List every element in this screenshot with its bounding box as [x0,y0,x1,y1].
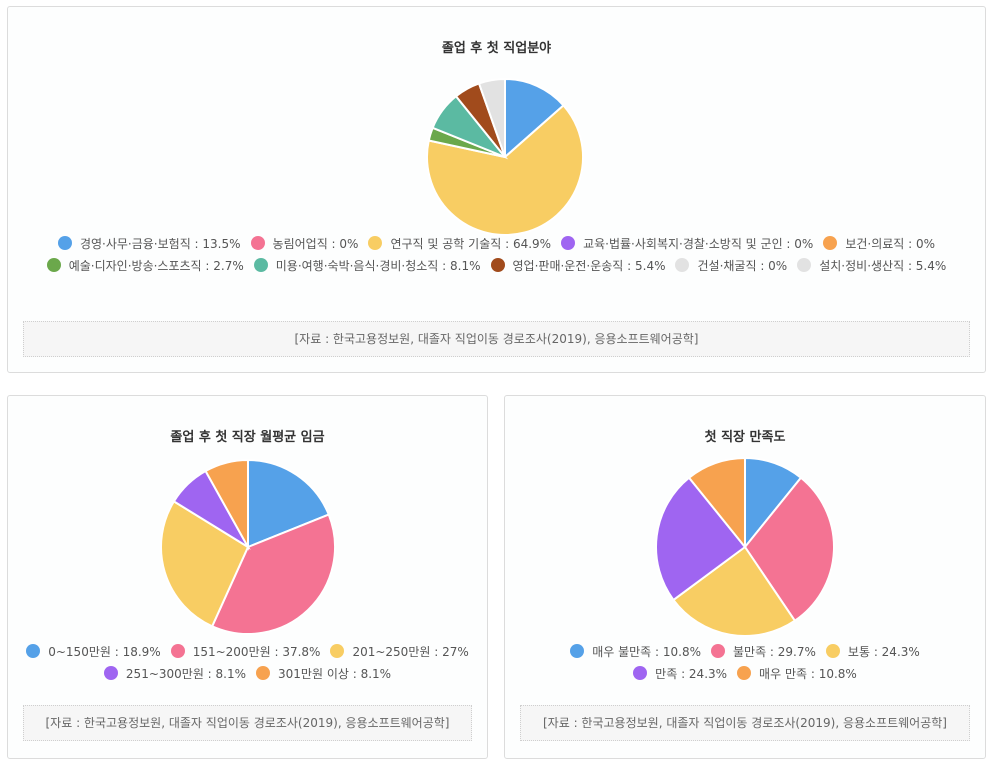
source-note: [자료 : 한국고용정보원, 대졸자 직업이동 경로조사(2019), 응용소프… [23,321,970,357]
pie-slice-0[interactable] [504,77,565,160]
legend-swatch [737,666,752,680]
legend-item-2[interactable]: 보통 : 24.3% [825,641,920,663]
pie-chart-job-field [426,77,584,236]
legend-item-5[interactable]: 예술·디자인·방송·스포츠직 : 2.7% [46,255,244,277]
legend-label: 영업·판매·운전·운송직 : 5.4% [512,259,666,273]
legend-label: 연구직 및 공학 기술직 : 64.9% [390,237,552,251]
legend-label: 예술·디자인·방송·스포츠직 : 2.7% [68,259,244,273]
pie-slice-2[interactable] [426,104,584,236]
legend-label: 교육·법률·사회복지·경찰·소방직 및 군인 : 0% [583,237,814,251]
legend-label: 설치·정비·생산직 : 5.4% [819,259,947,273]
pie-slice-3[interactable] [655,476,747,602]
chart-card-satisfaction: 첫 직장 만족도 매우 불만족 : 10.8% 불만족 : 29.7% 보통 : 2… [504,395,986,759]
legend-item-0[interactable]: 경영·사무·금융·보험직 : 13.5% [57,233,241,255]
pie-slice-2[interactable] [160,500,250,628]
legend-item-3[interactable]: 251~300만원 : 8.1% [103,663,247,685]
chart-title: 졸업 후 첫 직업분야 [441,41,552,56]
legend-swatch [711,644,725,658]
pie-slice-4[interactable] [687,456,746,550]
legend-item-4[interactable]: 매우 만족 : 10.8% [737,663,857,685]
legend-item-4[interactable]: 보건·의료직 : 0% [823,233,935,255]
source-note: [자료 : 한국고용정보원, 대졸자 직업이동 경로조사(2019), 응용소프… [520,705,970,741]
legend-swatch [57,236,72,250]
legend-swatch [490,258,505,272]
pie-slice-0[interactable] [247,458,331,549]
legend-item-0[interactable]: 매우 불만족 : 10.8% [570,641,701,663]
legend-label: 매우 만족 : 10.8% [759,667,857,681]
legend-item-2[interactable]: 연구직 및 공학 기술직 : 64.9% [368,233,551,255]
legend-swatch [330,644,345,658]
legend-label: 불만족 : 29.7% [733,645,816,659]
legend-item-1[interactable]: 불만족 : 29.7% [711,641,816,663]
legend-swatch [823,236,838,250]
legend-item-4[interactable]: 301만원 이상 : 8.1% [256,663,391,685]
legend-swatch [675,258,690,272]
pie-chart-satisfaction [655,456,835,637]
legend-item-6[interactable]: 미용·여행·숙박·음식·경비·청소직 : 8.1% [253,255,481,277]
legend-item-1[interactable]: 농림어업직 : 0% [250,233,359,255]
legend-label: 매우 불만족 : 10.8% [592,645,701,659]
pie-chart-salary [160,458,336,635]
legend-item-7[interactable]: 영업·판매·운전·운송직 : 5.4% [490,255,666,277]
pie-slice-1[interactable] [743,476,835,623]
legend-label: 경영·사무·금융·보험직 : 13.5% [79,237,241,251]
legend-swatch [253,258,268,272]
pie-slice-4[interactable] [204,458,249,551]
legend-swatch [256,666,271,680]
pie-slice-9[interactable] [477,77,506,158]
chart-legend: 0~150만원 : 18.9% 151~200만원 : 37.8% 201~250만… [18,641,477,685]
chart-title: 첫 직장 만족도 [704,430,786,445]
legend-label: 201~250만원 : 27% [352,645,469,659]
pie-slice-1[interactable] [210,513,336,635]
legend-item-3[interactable]: 만족 : 24.3% [633,663,727,685]
legend-label: 만족 : 24.3% [655,667,728,681]
chart-legend: 경영·사무·금융·보험직 : 13.5% 농림어업직 : 0% 연구직 및 공학 기… [18,233,975,277]
chart-title: 졸업 후 첫 직장 월평균 임금 [170,430,325,445]
legend-label: 건설·채굴직 : 0% [697,259,788,273]
source-note: [자료 : 한국고용정보원, 대졸자 직업이동 경로조사(2019), 응용소프… [23,705,472,741]
legend-label: 0~150만원 : 18.9% [48,645,161,659]
legend-swatch [825,644,840,658]
legend-swatch [250,236,265,250]
legend-label: 미용·여행·숙박·음식·경비·청소직 : 8.1% [275,259,481,273]
legend-swatch [633,666,648,680]
chart-card-job-field: 졸업 후 첫 직업분야 경영·사무·금융·보험직 : 13.5% 농림어업직 : … [7,6,986,373]
legend-label: 251~300만원 : 8.1% [125,667,247,681]
legend-swatch [103,666,118,680]
legend-swatch [368,236,383,250]
legend-swatch [570,644,585,658]
legend-item-8[interactable]: 건설·채굴직 : 0% [675,255,787,277]
legend-item-1[interactable]: 151~200만원 : 37.8% [170,641,321,663]
legend-swatch [26,644,41,658]
legend-swatch [797,258,812,272]
pie-slice-2[interactable] [672,545,797,637]
legend-label: 301만원 이상 : 8.1% [278,667,392,681]
legend-item-2[interactable]: 201~250만원 : 27% [330,641,469,663]
legend-item-0[interactable]: 0~150만원 : 18.9% [26,641,161,663]
legend-label: 보건·의료직 : 0% [845,237,936,251]
legend-label: 농림어업직 : 0% [272,237,359,251]
legend-label: 151~200만원 : 37.8% [192,645,321,659]
legend-swatch [46,258,61,272]
chart-legend: 매우 불만족 : 10.8% 불만족 : 29.7% 보통 : 24.3% 만족 : … [515,641,975,685]
legend-item-9[interactable]: 설치·정비·생산직 : 5.4% [797,255,946,277]
legend-item-3[interactable]: 교육·법률·사회복지·경찰·소방직 및 군인 : 0% [561,233,813,255]
legend-swatch [170,644,185,658]
legend-swatch [561,236,576,250]
legend-label: 보통 : 24.3% [847,645,920,659]
chart-card-salary: 졸업 후 첫 직장 월평균 임금 0~150만원 : 18.9% 151~200만… [7,395,488,759]
